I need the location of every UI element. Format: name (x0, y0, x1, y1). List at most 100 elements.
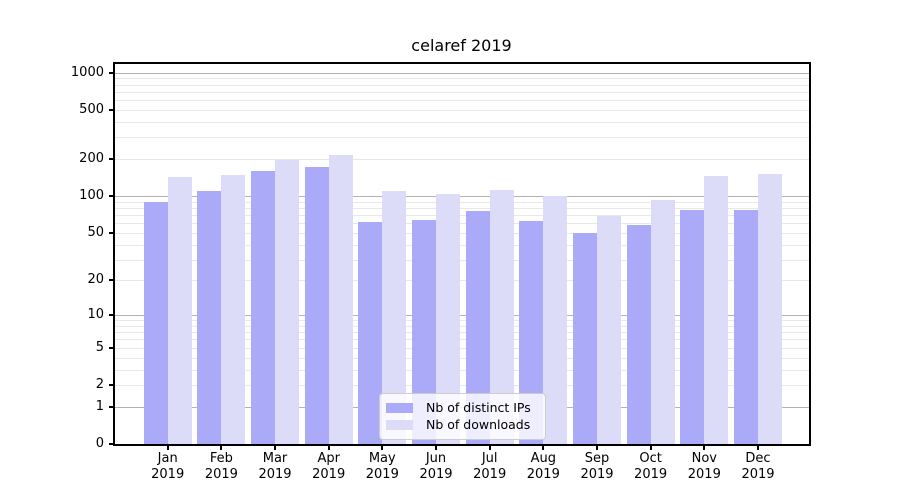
y-tick-label: 500 (79, 102, 104, 117)
legend-label-distinct-ips: Nb of distinct IPs (426, 400, 531, 415)
x-tick-label: Mar 2019 (258, 451, 292, 482)
bar-distinct-ips (358, 222, 383, 444)
y-tick-label: 1 (95, 398, 104, 414)
legend: Nb of distinct IPs Nb of downloads (379, 393, 546, 440)
gridline-minor (114, 137, 809, 139)
x-tick-label: Aug 2019 (526, 451, 560, 482)
y-tick-label: 50 (87, 224, 104, 240)
gridline-minor (114, 121, 809, 123)
legend-swatch-distinct-ips (386, 402, 413, 413)
x-tick-mark (327, 446, 330, 450)
right-spine (809, 62, 811, 446)
legend-swatch-downloads (386, 419, 413, 430)
gridline-minor (114, 78, 809, 80)
legend-item-distinct-ips: Nb of distinct IPs (386, 400, 537, 415)
gridline-minor (114, 320, 809, 322)
gridline-minor (114, 207, 809, 209)
x-tick-mark (542, 446, 545, 450)
bar-distinct-ips (304, 166, 329, 444)
bar-distinct-ips (143, 201, 168, 444)
gridline-minor (114, 357, 809, 359)
x-tick-mark (649, 446, 652, 450)
gridline-major (114, 315, 809, 317)
x-tick-label: Jan 2019 (151, 451, 185, 482)
gridline-minor (114, 369, 809, 371)
y-tick-mark (109, 314, 113, 317)
y-tick-mark (109, 71, 113, 74)
y-tick-mark (109, 443, 113, 445)
x-tick-label: Sep 2019 (580, 451, 614, 482)
gridline-minor (114, 223, 809, 225)
bar-downloads (597, 215, 621, 444)
gridline-minor (114, 91, 809, 93)
y-tick-label: 10 (87, 307, 104, 323)
y-tick-label: 5 (95, 339, 104, 355)
gridline-minor (114, 259, 809, 261)
x-tick-mark (596, 446, 598, 450)
plot-area: Nb of distinct IPs Nb of downloads (114, 63, 809, 444)
gridline-minor (114, 347, 809, 349)
top-spine (113, 62, 811, 64)
gridline-minor (114, 339, 809, 341)
bar-downloads (543, 195, 568, 444)
bar-downloads (221, 174, 246, 444)
x-tick-mark (166, 446, 169, 450)
gridline-minor (114, 244, 809, 246)
x-tick-label: May 2019 (365, 451, 399, 482)
gridline-minor (114, 232, 809, 234)
gridline-minor (114, 201, 809, 203)
bar-distinct-ips (734, 209, 758, 444)
x-tick-label: Jul 2019 (473, 451, 507, 482)
gridline-minor (114, 215, 809, 216)
chart-title: celaref 2019 (411, 36, 512, 55)
y-tick-mark (109, 158, 113, 160)
y-tick-mark (109, 346, 113, 349)
bar-distinct-ips (626, 224, 651, 444)
x-tick-label: Nov 2019 (687, 451, 721, 482)
gridline-minor (114, 110, 809, 111)
x-tick-mark (220, 446, 223, 450)
y-tick-label: 0 (95, 436, 104, 451)
y-tick-mark (109, 384, 113, 386)
bar-downloads (650, 199, 675, 444)
y-tick-label: 2 (95, 377, 104, 392)
x-tick-label: Apr 2019 (312, 451, 346, 482)
gridline-minor (114, 100, 809, 102)
x-tick-mark (703, 446, 706, 450)
gridline-minor (114, 159, 809, 160)
gridline-minor (114, 280, 809, 282)
gridline-minor (114, 332, 809, 334)
y-tick-label: 200 (79, 151, 104, 166)
bar-distinct-ips (573, 232, 597, 444)
x-tick-mark (488, 446, 491, 450)
y-tick-mark (109, 231, 113, 234)
legend-item-downloads: Nb of downloads (386, 417, 537, 432)
x-tick-mark (381, 446, 384, 450)
x-tick-mark (274, 446, 276, 450)
y-tick-label: 100 (79, 188, 104, 203)
y-tick-mark (109, 279, 113, 282)
gridline-minor (114, 84, 809, 86)
bar-downloads (704, 175, 729, 444)
gridline-major (114, 196, 809, 197)
y-tick-mark (109, 195, 113, 197)
bar-distinct-ips (197, 191, 222, 444)
y-tick-label: 20 (87, 272, 104, 288)
y-tick-mark (109, 405, 113, 408)
legend-label-downloads: Nb of downloads (426, 417, 531, 432)
bar-downloads (328, 155, 353, 444)
x-tick-mark (435, 446, 437, 450)
x-tick-label: Jun 2019 (419, 451, 453, 482)
bar-downloads (167, 177, 192, 444)
x-tick-label: Feb 2019 (204, 451, 238, 482)
x-tick-mark (757, 446, 759, 450)
gridline-minor (114, 385, 809, 386)
gridline-major (114, 72, 809, 74)
y-tick-mark (109, 109, 113, 111)
x-tick-label: Dec 2019 (741, 451, 775, 482)
x-tick-label: Oct 2019 (634, 451, 668, 482)
left-spine (113, 62, 115, 446)
bottom-spine (113, 444, 811, 446)
y-tick-label: 1000 (70, 64, 104, 80)
